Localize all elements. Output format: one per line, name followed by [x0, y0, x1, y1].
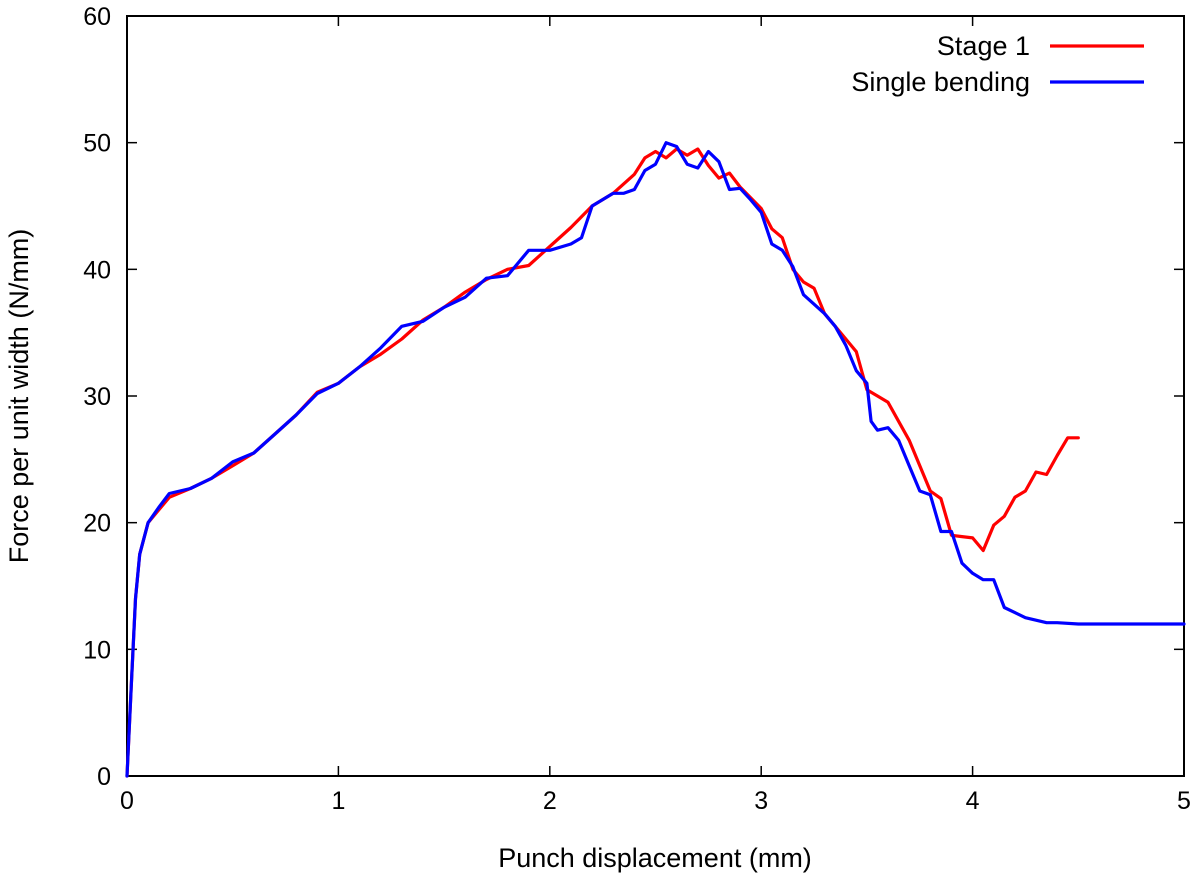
x-tick-label: 2 — [543, 787, 557, 815]
y-tick-label: 20 — [83, 510, 111, 538]
y-tick-label: 60 — [83, 3, 111, 31]
legend-label-0: Stage 1 — [937, 31, 1030, 61]
y-tick-label: 50 — [83, 130, 111, 158]
series-line-0 — [125, 147, 1080, 778]
y-tick-label: 10 — [83, 636, 111, 664]
series-line-1 — [125, 141, 1186, 778]
y-tick-label: 0 — [97, 763, 111, 791]
x-tick-label: 5 — [1177, 787, 1191, 815]
x-axis-title: Punch displacement (mm) — [498, 843, 812, 873]
legend: Stage 1 Single bending — [851, 31, 1144, 97]
x-tick-label: 4 — [966, 787, 980, 815]
y-tick-label: 30 — [83, 383, 111, 411]
plot-frame — [126, 15, 1185, 777]
legend-label-1: Single bending — [851, 67, 1030, 97]
series-group — [125, 141, 1186, 778]
x-tick-label: 3 — [754, 787, 768, 815]
x-tick-label: 0 — [120, 787, 134, 815]
y-axis-title: Force per unit width (N/mm) — [4, 229, 34, 564]
x-tick-label: 1 — [331, 787, 345, 815]
y-tick-label: 40 — [83, 256, 111, 284]
